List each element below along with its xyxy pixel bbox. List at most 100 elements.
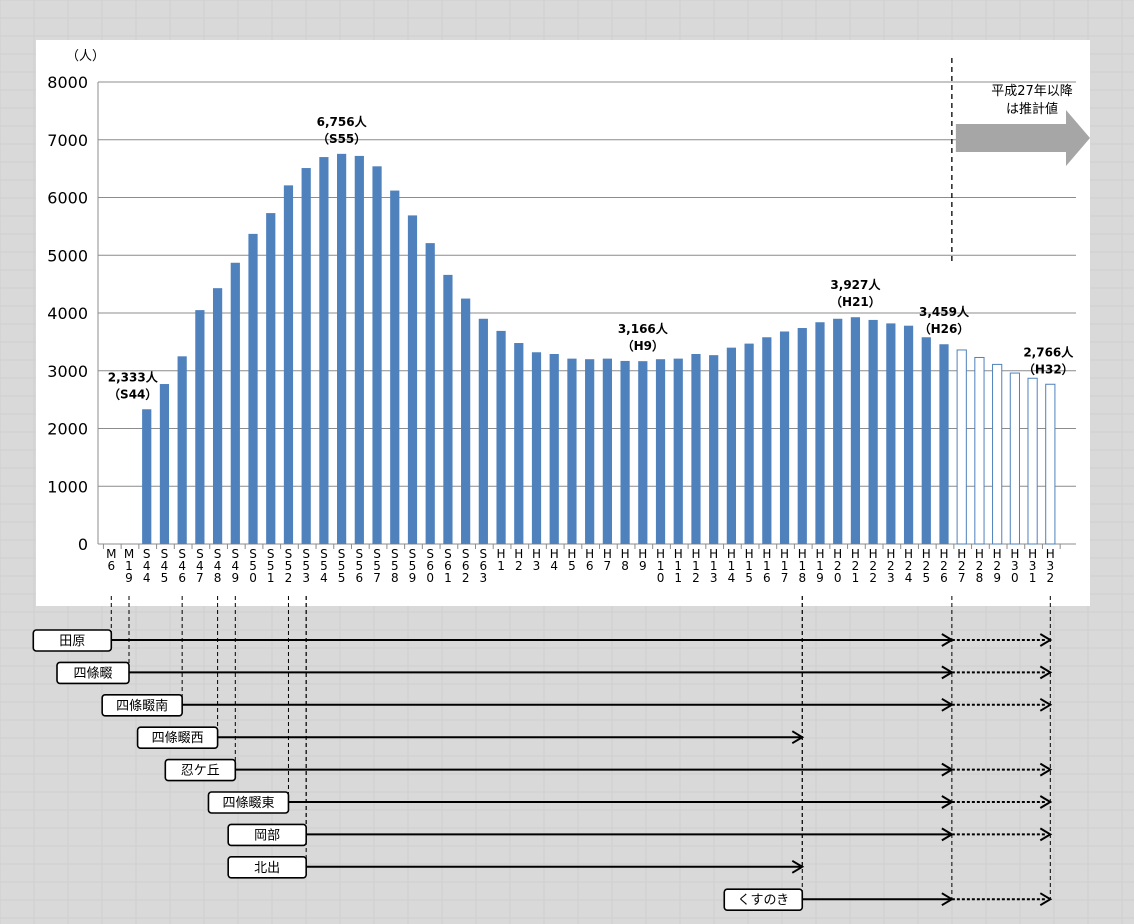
arrow-head-icon [791,859,805,874]
school-label: 四條畷 [73,666,112,681]
y-tick-label: 5000 [47,246,88,265]
actual-bar [283,185,294,544]
y-tick-label: 6000 [47,189,88,208]
actual-bar [142,409,152,544]
school-label: 四條畷西 [152,731,204,746]
plot-area [36,40,1090,606]
projected-bar [956,349,967,545]
actual-bar [549,354,559,544]
actual-bar [744,343,754,544]
y-tick-label: 0 [78,535,88,554]
y-tick-label: 3000 [47,362,88,381]
actual-bar [620,360,630,544]
actual-bar [354,155,364,545]
projected-bar [992,363,1003,545]
data-label: 3,166人 [618,321,669,336]
y-tick-label: 1000 [47,477,88,496]
school-label: 四條畷南 [116,698,168,714]
actual-bar [921,337,931,544]
data-label: 3,459人 [919,304,970,319]
data-label: （H21） [830,294,881,309]
actual-bar [248,233,258,544]
actual-bar [496,330,506,544]
projected-bar [1009,372,1020,545]
actual-bar [655,359,666,544]
projected-bar [1045,383,1056,545]
actual-bar [337,153,347,544]
data-label: 3,927人 [830,277,881,292]
school-label: 忍ケ丘 [181,764,220,779]
data-label: （H26） [919,321,970,336]
data-label: （S55） [317,131,366,146]
data-label: （H9） [622,338,664,353]
actual-bar [868,319,878,544]
actual-bar [230,262,240,544]
actual-bar [531,352,542,544]
arrow-head-icon [1039,665,1053,680]
actual-bar [195,310,205,544]
school-label: 岡部 [254,828,280,843]
actual-bar [903,325,914,544]
actual-bar [319,157,329,544]
actual-bar [390,190,400,544]
actual-bar [567,358,577,544]
school-label: くすのき [737,893,789,908]
projection-arrow-icon [955,110,1090,166]
actual-bar [461,298,471,544]
y-axis-unit: （人） [66,49,105,64]
actual-bar [779,331,790,544]
school-label: 田原 [59,634,85,649]
projected-bar [1027,377,1038,545]
arrow-head-icon [1039,827,1053,842]
projection-note: は推計値 [1006,101,1058,117]
actual-bar [443,274,453,544]
actual-bar [638,361,648,544]
arrow-head-icon [941,665,954,680]
actual-bar [177,356,187,544]
actual-bar [425,243,435,544]
actual-bar [159,384,170,544]
data-label: （H32） [1023,361,1074,376]
school-label: 北出 [254,861,280,876]
actual-bar [939,344,949,544]
